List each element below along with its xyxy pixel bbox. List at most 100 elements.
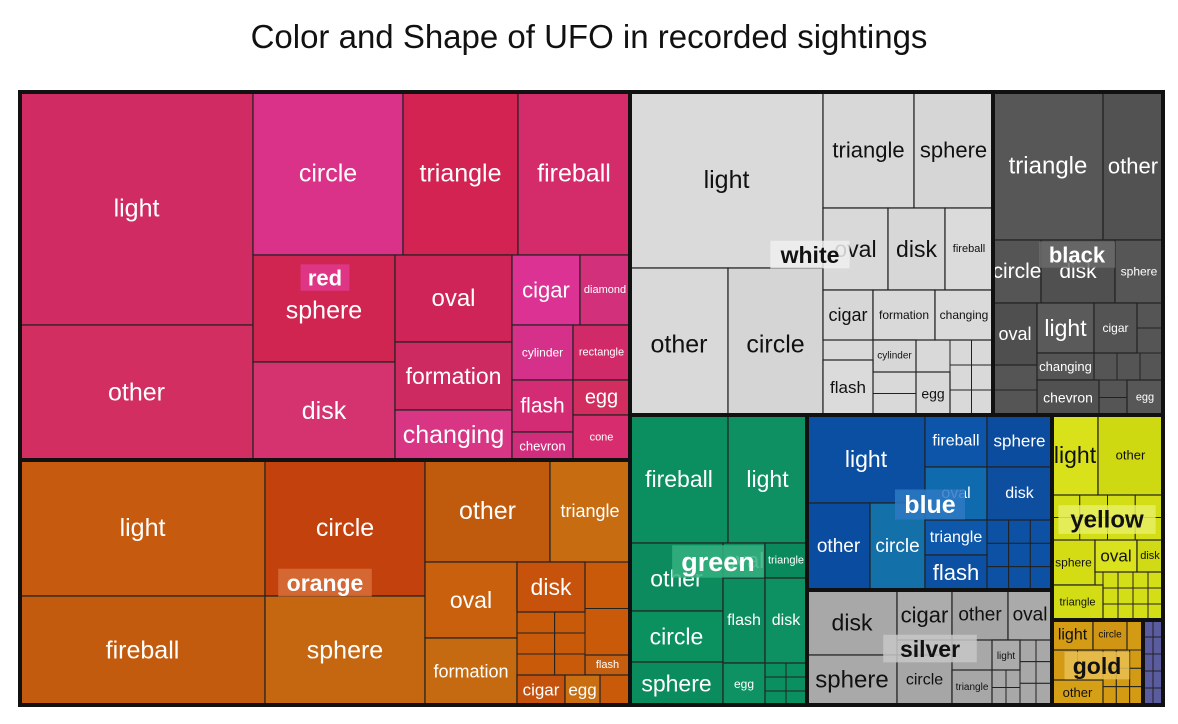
minor-cell bbox=[584, 561, 631, 609]
cell-white-triangle bbox=[822, 91, 915, 209]
cell-white-flash bbox=[822, 359, 874, 416]
minor-cell bbox=[1132, 571, 1149, 589]
cell-black-other bbox=[1102, 91, 1164, 241]
cell-black-triangle bbox=[992, 91, 1104, 241]
cell-blue-disk bbox=[986, 466, 1053, 521]
minor-cell bbox=[1098, 379, 1128, 398]
minor-cell bbox=[986, 519, 1010, 544]
cell-black-changing bbox=[1036, 352, 1095, 381]
minor-cell bbox=[1035, 682, 1053, 706]
minor-cell bbox=[1102, 587, 1119, 605]
cell-orange-cigar bbox=[516, 674, 566, 706]
cell-yellow-other bbox=[1097, 414, 1164, 496]
minor-cell bbox=[1029, 542, 1053, 568]
cell-silver-triangle bbox=[951, 669, 993, 706]
cell-white-egg bbox=[915, 371, 951, 416]
cell-silver-circle bbox=[896, 654, 953, 706]
minor-cell bbox=[1115, 686, 1131, 706]
cell-black-chevron bbox=[1036, 379, 1100, 416]
cell-yellow-oval bbox=[1094, 539, 1138, 573]
cell-green-disk bbox=[764, 577, 808, 664]
minor-cell bbox=[785, 676, 808, 692]
minor-cell bbox=[1102, 571, 1119, 589]
minor-cell bbox=[584, 608, 631, 656]
cell-white-sphere bbox=[913, 91, 994, 209]
cell-white-formation bbox=[872, 289, 936, 341]
minor-cell bbox=[764, 676, 787, 692]
cell-silver-sphere bbox=[806, 654, 898, 706]
cell-orange-fireball bbox=[19, 595, 266, 706]
minor-cell bbox=[1139, 352, 1164, 381]
cell-white-other bbox=[629, 267, 729, 416]
minor-cell bbox=[516, 632, 556, 655]
minor-cell bbox=[971, 364, 994, 391]
cell-yellow-light bbox=[1051, 414, 1099, 496]
group-label-bg bbox=[1064, 651, 1130, 680]
minor-cell bbox=[1035, 661, 1053, 684]
cell-orange-light bbox=[19, 459, 266, 597]
cell-green-triangle bbox=[764, 542, 808, 579]
minor-cell bbox=[1029, 566, 1053, 591]
chart-title: Color and Shape of UFO in recorded sight… bbox=[250, 18, 928, 55]
minor-cell bbox=[785, 662, 808, 678]
cell-orange-oval bbox=[424, 561, 518, 639]
treemap-outer-border bbox=[18, 90, 1165, 707]
minor-cell bbox=[986, 542, 1010, 568]
minor-cell bbox=[992, 389, 1038, 416]
cell-blue-light bbox=[806, 414, 926, 504]
minor-cell bbox=[971, 339, 994, 366]
minor-cell bbox=[971, 389, 994, 416]
cell-red-formation bbox=[394, 341, 513, 411]
cell-gold-other bbox=[1051, 679, 1104, 706]
minor-cell bbox=[1008, 566, 1031, 591]
group-label-bg bbox=[895, 489, 965, 520]
minor-cell bbox=[1102, 686, 1117, 706]
cell-black-oval bbox=[992, 302, 1038, 366]
minor-cell bbox=[1029, 519, 1053, 544]
cell-silver-other bbox=[951, 589, 1009, 641]
cell-green-flash bbox=[722, 577, 766, 664]
minor-cell bbox=[1019, 682, 1037, 706]
minor-cell bbox=[1019, 639, 1037, 663]
group-label-bg bbox=[672, 545, 764, 578]
cell-yellow-triangle bbox=[1051, 584, 1104, 621]
minor-cell bbox=[1117, 603, 1134, 621]
minor-cell bbox=[991, 669, 1007, 688]
group-label-bg bbox=[1058, 505, 1156, 534]
group-label-bg bbox=[300, 264, 350, 291]
cell-orange-triangle bbox=[549, 459, 631, 563]
group-label-bg bbox=[883, 634, 977, 663]
group-label-bg bbox=[278, 568, 372, 597]
minor-cell bbox=[1116, 352, 1141, 381]
minor-cell bbox=[872, 393, 917, 416]
cell-orange-flash bbox=[584, 654, 631, 676]
cell-white-disk bbox=[887, 207, 946, 291]
minor-cell bbox=[1019, 661, 1037, 684]
cell-red-oval bbox=[394, 254, 513, 343]
cell-gold-light bbox=[1051, 619, 1094, 651]
cell-red-cylinder bbox=[511, 324, 574, 381]
cell-green-egg bbox=[722, 662, 766, 706]
cell-red-other bbox=[19, 324, 254, 461]
cell-gold-circle bbox=[1092, 619, 1128, 651]
cell-white-light bbox=[629, 91, 824, 269]
minor-cell bbox=[1093, 352, 1118, 381]
minor-cell bbox=[991, 687, 1007, 706]
cell-blue-triangle bbox=[924, 519, 988, 556]
cell-yellow-sphere bbox=[1051, 539, 1096, 586]
cell-red-triangle bbox=[402, 91, 519, 256]
cell-blue-sphere bbox=[986, 414, 1053, 468]
cell-red-diamond bbox=[579, 254, 631, 326]
minor-cell bbox=[1035, 639, 1053, 663]
cell-white-cigar bbox=[822, 289, 874, 341]
minor-cell bbox=[1117, 587, 1134, 605]
minor-cell bbox=[1132, 603, 1149, 621]
minor-cell bbox=[1098, 397, 1128, 416]
cell-green-circle bbox=[629, 610, 724, 663]
minor-cell bbox=[1147, 571, 1164, 589]
cell-silver-light bbox=[991, 639, 1021, 671]
minor-cell bbox=[949, 389, 972, 416]
minor-cell bbox=[1008, 542, 1031, 568]
cell-black-cigar bbox=[1093, 302, 1138, 354]
